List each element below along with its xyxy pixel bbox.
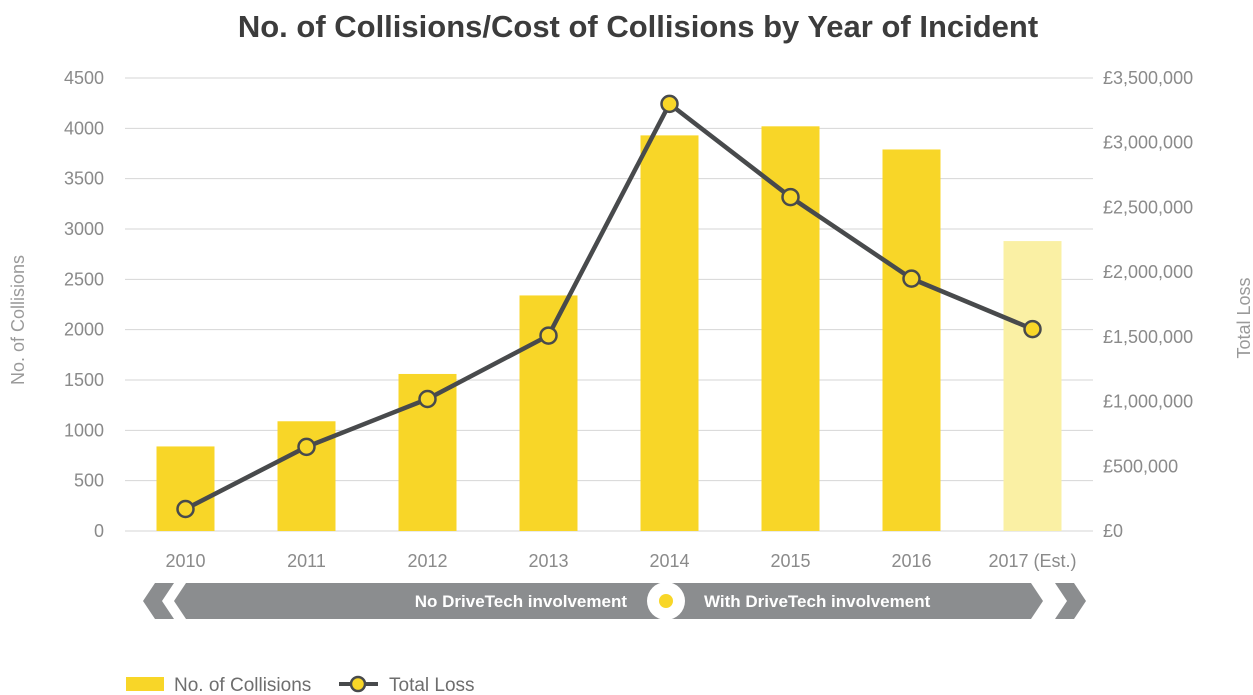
legend-collisions-label: No. of Collisions [174,675,311,695]
banner-dot-icon [659,594,673,608]
line-point [660,94,679,114]
right-axis-ticks: £0 £500,000 £1,000,000 £1,500,000 £2,000,000… [1103,68,1193,541]
right-tick-label: £1,000,000 [1103,392,1193,412]
drivetech-banner: No DriveTech involvement With DriveTech … [143,582,1086,620]
left-axis-ticks: 0 500 1000 1500 2000 2500 3000 3500 4000 4500 [64,68,104,541]
x-tick-label: 2017 (Est.) [988,551,1076,571]
x-tick-label: 2016 [891,551,931,571]
left-tick-label: 1000 [64,420,104,440]
left-tick-label: 0 [94,521,104,541]
x-tick-label: 2013 [528,551,568,571]
left-tick-label: 1500 [64,370,104,390]
left-tick-label: 500 [74,471,104,491]
right-tick-label: £3,000,000 [1103,133,1193,153]
legend-total-loss-label: Total Loss [389,675,475,695]
line-point [539,326,558,345]
right-tick-label: £1,500,000 [1103,327,1193,347]
line-point [781,187,800,207]
x-axis-ticks: 2010 2011 2012 2013 2014 2015 2016 2017 (Est.) [165,551,1076,571]
left-tick-label: 3000 [64,219,104,239]
x-tick-label: 2014 [649,551,689,571]
x-tick-label: 2012 [407,551,447,571]
banner-left-text: No DriveTech involvement [415,592,628,611]
bar [882,149,941,531]
left-tick-label: 2500 [64,269,104,289]
right-tick-label: £0 [1103,521,1123,541]
bar [1003,241,1062,531]
legend-bar-swatch [126,677,164,691]
right-tick-label: £2,000,000 [1103,262,1193,282]
line-path [184,101,1034,511]
banner-right-chevron-icon [1055,583,1086,619]
right-tick-label: £500,000 [1103,456,1178,476]
left-tick-label: 3500 [64,169,104,189]
line-point [176,499,195,519]
line-point [297,437,316,457]
banner-right-text: With DriveTech involvement [704,592,931,611]
line-series [176,94,1042,519]
legend: No. of Collisions Total Loss [126,675,475,695]
banner-left-chevron-icon [143,583,174,619]
line-point [418,389,437,409]
line-point [1023,319,1042,339]
x-tick-label: 2015 [770,551,810,571]
bar [640,135,699,531]
left-tick-label: 4000 [64,118,104,138]
x-tick-label: 2011 [287,551,326,571]
right-axis-label: Total Loss [1234,277,1253,358]
chart-title: No. of Collisions/Cost of Collisions by … [238,9,1038,44]
legend-line-marker [349,675,367,693]
bar [156,446,215,531]
bar [761,126,820,531]
left-axis-label: No. of Collisions [8,255,28,385]
right-tick-label: £3,500,000 [1103,68,1193,88]
left-tick-label: 2000 [64,320,104,340]
banner-bar [174,583,1043,619]
left-tick-label: 4500 [64,68,104,88]
x-tick-label: 2010 [165,551,205,571]
bar-series [156,126,1062,531]
right-tick-label: £2,500,000 [1103,197,1193,217]
line-point [902,269,921,288]
